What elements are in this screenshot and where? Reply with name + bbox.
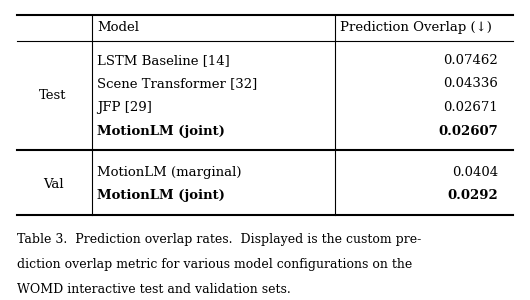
Text: 0.0292: 0.0292: [447, 189, 498, 202]
Text: MotionLM (joint): MotionLM (joint): [97, 189, 225, 202]
Text: 0.0404: 0.0404: [452, 166, 498, 179]
Text: Table 3.  Prediction overlap rates.  Displayed is the custom pre-: Table 3. Prediction overlap rates. Displ…: [17, 233, 421, 246]
Text: MotionLM (marginal): MotionLM (marginal): [97, 166, 242, 179]
Text: diction overlap metric for various model configurations on the: diction overlap metric for various model…: [17, 258, 412, 271]
Text: JFP [29]: JFP [29]: [97, 101, 152, 114]
Text: Scene Transformer [32]: Scene Transformer [32]: [97, 77, 257, 90]
Text: Prediction Overlap (↓): Prediction Overlap (↓): [340, 21, 492, 34]
Text: WOMD interactive test and validation sets.: WOMD interactive test and validation set…: [17, 283, 290, 296]
Text: Test: Test: [39, 89, 67, 102]
Text: 0.02607: 0.02607: [438, 124, 498, 137]
Text: Val: Val: [43, 178, 64, 190]
Text: Model: Model: [97, 21, 139, 34]
Text: MotionLM (joint): MotionLM (joint): [97, 124, 225, 137]
Text: 0.02671: 0.02671: [443, 101, 498, 114]
Text: 0.07462: 0.07462: [443, 54, 498, 67]
Text: 0.04336: 0.04336: [443, 77, 498, 90]
Text: LSTM Baseline [14]: LSTM Baseline [14]: [97, 54, 230, 67]
